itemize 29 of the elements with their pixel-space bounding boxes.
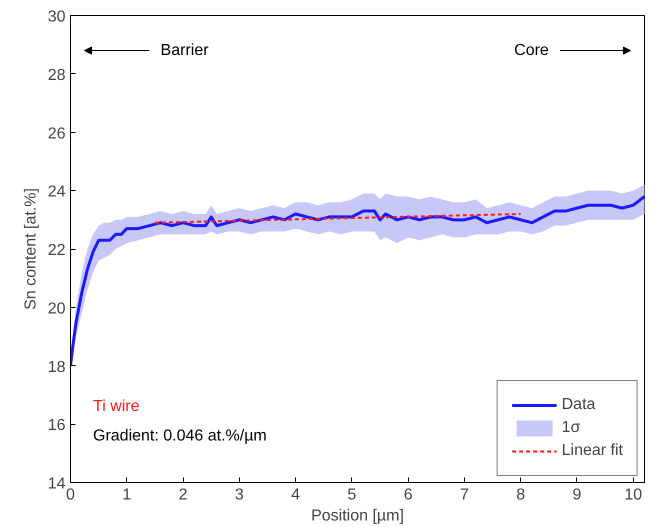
x-axis-title: Position [µm] <box>311 508 404 524</box>
y-tick-label: 16 <box>48 417 66 434</box>
legend-label: Data <box>562 396 596 414</box>
x-tick-label: 9 <box>572 486 582 504</box>
annotation: Gradient: 0.046 at.%/µm <box>93 427 267 444</box>
y-tick-label: 26 <box>48 125 66 142</box>
x-tick-label: 3 <box>234 486 244 504</box>
x-tick-label: 10 <box>624 486 642 504</box>
y-tick-label: 14 <box>48 476 66 492</box>
y-tick-label: 30 <box>48 8 66 26</box>
x-tick-label: 8 <box>516 486 526 504</box>
annotation: Barrier <box>160 42 210 60</box>
annotation: Ti wire <box>93 398 140 416</box>
legend-label: Linear fit <box>562 442 623 460</box>
y-tick-label: 22 <box>48 242 66 259</box>
x-tick-label: 4 <box>291 486 300 504</box>
x-tick-label: 0 <box>66 486 76 504</box>
y-tick-label: 18 <box>48 358 66 376</box>
y-axis-title: Sn content [at.%] <box>22 188 40 310</box>
x-tick-label: 6 <box>404 486 413 504</box>
legend-label: 1σ <box>562 419 582 437</box>
y-tick-label: 24 <box>48 184 66 201</box>
y-tick-label: 20 <box>48 300 66 318</box>
x-tick-label: 7 <box>460 486 469 504</box>
annotation: Core <box>514 42 549 60</box>
x-tick-label: 1 <box>122 486 132 504</box>
x-tick-label: 5 <box>347 486 356 504</box>
y-tick-label: 28 <box>48 66 66 84</box>
x-tick-label: 2 <box>178 486 188 504</box>
